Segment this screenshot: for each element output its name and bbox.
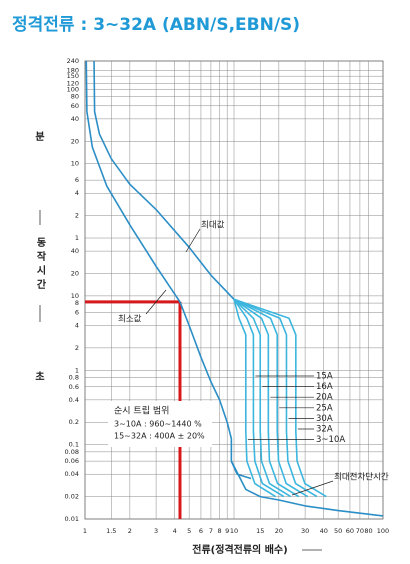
y-tick-label: 60	[71, 102, 79, 110]
x-tick-label: 2	[128, 527, 132, 535]
x-tick-label: 9	[225, 527, 229, 535]
y-tick-label: 20	[71, 270, 79, 278]
trip-box	[108, 401, 212, 447]
y-tick-label: 4	[75, 321, 79, 329]
series-label: 16A	[316, 382, 333, 392]
curve	[230, 460, 384, 517]
x-tick-label: 15	[256, 527, 264, 535]
series-label: 15A	[316, 372, 333, 382]
curve	[233, 298, 285, 498]
x-tick-label: 100	[377, 527, 389, 535]
curve	[85, 60, 252, 480]
leader-line	[145, 289, 167, 315]
y-tick-label: 120	[67, 79, 79, 87]
x-tick-label: 70	[356, 527, 364, 535]
y-tick-label: 6	[75, 176, 79, 184]
y-tick-label: 6	[75, 308, 79, 316]
x-axis-label: 전류(정격전류의 배수)	[192, 543, 287, 556]
curve	[233, 298, 327, 498]
y-tick-label: 0.08	[65, 448, 79, 456]
y-tick-label: 0.01	[65, 515, 79, 523]
series-label: 최대값	[201, 220, 225, 231]
y-tick-label: 4	[75, 189, 79, 197]
y-tick-label: 80	[71, 92, 79, 100]
y-tick-label: 20	[71, 137, 79, 145]
x-tick-label: 1	[83, 527, 87, 535]
curve	[233, 298, 318, 498]
y-tick-label: 10	[71, 160, 79, 168]
y-tick-label: 0.06	[65, 457, 79, 465]
trip-line: 3~10A : 960~1440 %	[114, 420, 202, 429]
y-tick-label: 180	[67, 66, 79, 74]
trip-title: 순시 트립 범위	[114, 406, 169, 417]
x-tick-label: 50	[334, 527, 342, 535]
x-tick-label: 10	[230, 527, 238, 535]
x-tick-label: 1.5	[106, 527, 116, 535]
x-tick-label: 4	[173, 527, 177, 535]
y-tick-label: 0.8	[69, 373, 79, 381]
y-tick-label: 0.02	[65, 493, 79, 501]
x-tick-label: 80	[364, 527, 372, 535]
y-tick-label: 0.6	[69, 383, 79, 391]
curve	[233, 298, 292, 498]
leader-line	[185, 228, 201, 253]
x-tick-label: 3	[154, 527, 158, 535]
curve	[233, 298, 300, 498]
y-tick-label: 40	[71, 247, 79, 255]
x-tick-label: 40	[320, 527, 328, 535]
y-tick-label: 2	[75, 212, 79, 220]
x-tick-label: 7	[209, 527, 213, 535]
y-tick-label: 8	[75, 299, 79, 307]
trip-line: 15~32A : 400A ± 20%	[114, 432, 205, 441]
series-label: 최소값	[118, 314, 142, 325]
y-tick-label: 0.4	[69, 396, 79, 404]
y-tick-label: 40	[71, 115, 79, 123]
minutes-label: 분	[35, 131, 44, 143]
x-tick-label: 60	[346, 527, 354, 535]
curve	[93, 60, 235, 300]
y-tick-label: 0.04	[65, 470, 79, 478]
x-tick-label: 30	[301, 527, 309, 535]
curve	[233, 298, 309, 498]
y-tick-label: 1	[75, 234, 79, 242]
curve	[233, 299, 276, 498]
leader-line	[291, 480, 334, 496]
series-label: 20A	[316, 393, 333, 403]
y-tick-label: 240	[67, 57, 79, 65]
x-tick-label: 6	[199, 527, 203, 535]
series-label: 30A	[316, 414, 333, 424]
y-tick-label: 0.2	[69, 418, 79, 426]
y-tick-label: 100	[67, 85, 79, 93]
y-tick-label: 2	[75, 344, 79, 352]
series-label: 25A	[316, 403, 333, 413]
y-tick-label: 10	[71, 292, 79, 300]
x-tick-label: 5	[187, 527, 191, 535]
series-label: 3~10A	[316, 435, 345, 445]
grid	[84, 60, 384, 520]
marks	[85, 60, 384, 519]
series-label: 32A	[316, 425, 333, 435]
y-tick-label: 0.1	[69, 441, 79, 449]
x-tick-label: 8	[217, 527, 221, 535]
y-tick-label: 150	[67, 72, 79, 80]
time-label: 동작시간	[34, 237, 46, 293]
y-tick-label: 1	[75, 366, 79, 374]
seconds-label: 초	[35, 370, 44, 383]
series-label: 최대전차단시간	[334, 472, 389, 483]
chart-title: 정격전류 : 3~32A (ABN/S,EBN/S)	[12, 15, 300, 35]
x-tick-label: 20	[275, 527, 283, 535]
